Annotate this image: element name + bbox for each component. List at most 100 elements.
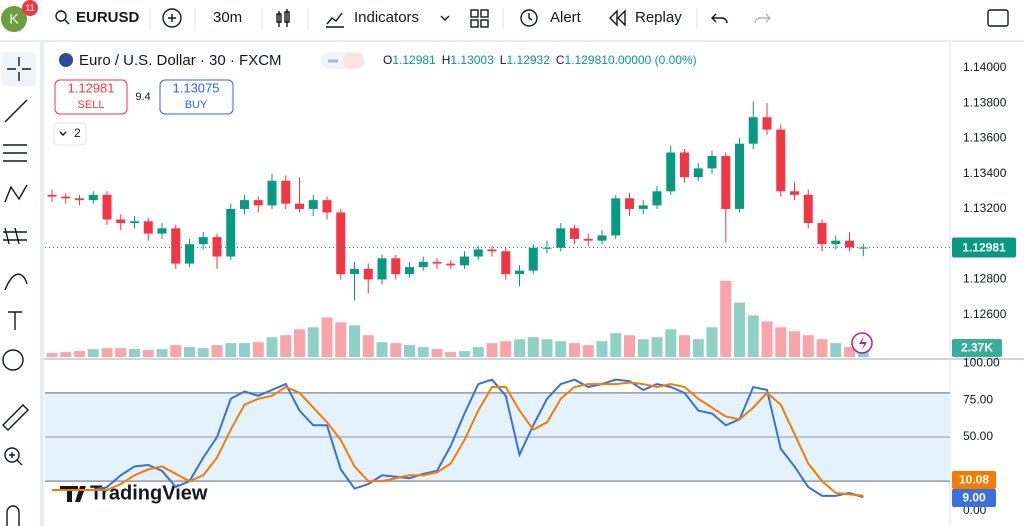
layout-icon[interactable]: [470, 9, 479, 18]
buy-label: BUY: [185, 99, 208, 111]
brush-tool[interactable]: [4, 273, 28, 291]
volume-bar: [211, 345, 223, 357]
volume-bar: [101, 348, 113, 357]
volume-bar: [665, 329, 677, 357]
volume-bar: [816, 339, 828, 357]
candle-body: [295, 203, 304, 209]
symbol[interactable]: EURUSD: [76, 9, 140, 26]
sell-button[interactable]: [54, 79, 128, 115]
candle-body: [570, 228, 579, 239]
replay[interactable]: Replay: [635, 9, 682, 26]
volume-bar: [349, 325, 360, 357]
status-pill: [343, 53, 363, 68]
candle-body: [47, 194, 57, 197]
fib-tool[interactable]: [3, 144, 27, 162]
oscillator-value: 9.00: [962, 491, 986, 505]
interval[interactable]: 30m: [213, 9, 242, 26]
candle-body: [473, 249, 483, 257]
volume-bar: [761, 321, 773, 357]
candle-body: [198, 237, 208, 245]
candle-body: [336, 212, 346, 275]
candle-body: [721, 156, 731, 209]
ruler-tool[interactable]: [2, 404, 29, 431]
indicators-toggle[interactable]: [53, 122, 87, 146]
volume-bar: [239, 343, 250, 357]
avatar[interactable]: [1, 6, 27, 32]
candle-body: [556, 228, 566, 248]
volume-bar: [486, 343, 498, 357]
candle-body: [308, 200, 318, 209]
volume-bar: [60, 352, 72, 357]
price-tick-label: 1.14000: [963, 60, 1007, 74]
price-tick-label: 1.13800: [963, 95, 1007, 109]
symbol-flag: [59, 53, 73, 67]
candle-body: [253, 200, 263, 206]
volume-bar: [184, 347, 195, 357]
candle-body: [240, 200, 249, 209]
layout-icon: [480, 9, 489, 18]
projection-tool[interactable]: [3, 227, 27, 245]
oscillator-value: 10.08: [959, 473, 989, 487]
oscillator-tick-label: 75.00: [963, 392, 993, 406]
volume-label-box: [952, 339, 1002, 357]
replay-icon[interactable]: [609, 9, 626, 27]
candle-body: [267, 180, 277, 206]
alert-icon: [528, 13, 533, 21]
tool-active: [2, 52, 36, 86]
sell-price: 1.12981: [68, 80, 115, 95]
chart-type[interactable]: [276, 9, 290, 27]
pattern-tool[interactable]: [4, 184, 28, 203]
candle-body: [707, 156, 717, 169]
volume-bar: [679, 335, 690, 357]
add-symbol: [168, 14, 176, 22]
legend-key: L: [500, 53, 507, 67]
candle-body: [322, 200, 332, 213]
sell-label: SELL: [78, 99, 105, 111]
events-icon: [859, 336, 867, 350]
candle-body: [116, 219, 126, 224]
volume-bar: [692, 339, 704, 357]
search-icon[interactable]: [55, 10, 67, 22]
emoji-tool[interactable]: [2, 349, 24, 371]
candle-body: [831, 240, 841, 245]
alert[interactable]: Alert: [550, 9, 582, 26]
volume-bar: [74, 351, 85, 357]
layout-icon: [470, 19, 479, 28]
avatar-letter: K: [9, 11, 19, 27]
legend-value: 1.13003: [450, 53, 494, 67]
undo[interactable]: [711, 13, 728, 24]
oscillator-tick-label: 100.00: [963, 356, 1000, 370]
fullscreen[interactable]: [987, 9, 1009, 27]
chevron[interactable]: [440, 15, 450, 21]
candle-body: [487, 249, 497, 252]
magnet-tool[interactable]: [6, 505, 20, 526]
search-icon: [64, 19, 70, 25]
candle-body: [680, 152, 689, 178]
price-tick-label: 1.13200: [963, 201, 1007, 215]
text-tool[interactable]: [8, 311, 22, 330]
add-symbol[interactable]: [162, 8, 182, 28]
candle-body: [405, 267, 414, 275]
volume-bar: [802, 335, 814, 357]
badge: [22, 0, 38, 16]
buy-button[interactable]: [159, 79, 234, 115]
trendline-tool[interactable]: [4, 99, 28, 123]
last-price-box: [952, 237, 1016, 258]
alert-icon[interactable]: [520, 9, 538, 27]
volume-bar: [789, 331, 800, 357]
volume-bar: [569, 343, 580, 357]
redo[interactable]: [754, 13, 771, 24]
zoom-tool[interactable]: [4, 447, 20, 463]
oscillator-line: [52, 378, 864, 499]
indicators[interactable]: Indicators: [354, 9, 419, 26]
crosshair-tool[interactable]: [7, 57, 31, 81]
candle-body: [542, 247, 552, 249]
candle-body: [583, 238, 593, 241]
volume-bar: [376, 342, 388, 357]
volume-bar: [156, 349, 168, 357]
top-toolbar: [0, 0, 1024, 40]
volume-bar: [335, 322, 347, 357]
indicators-icon[interactable]: [326, 12, 344, 28]
